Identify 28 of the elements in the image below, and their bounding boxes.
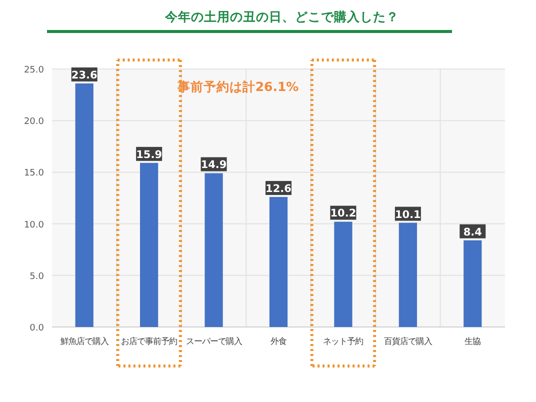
bar xyxy=(140,162,158,327)
x-tick-label: 百貨店で購入 xyxy=(384,336,432,346)
x-tick-label: お店で事前予約 xyxy=(121,336,178,346)
y-tick-label: 5.0 xyxy=(30,272,44,282)
data-label: 8.4 xyxy=(463,226,482,238)
data-label: 10.1 xyxy=(394,208,421,221)
data-label: 15.9 xyxy=(136,148,162,161)
data-label: 23.6 xyxy=(71,69,98,82)
bar xyxy=(464,240,482,327)
bar xyxy=(334,222,352,327)
bar xyxy=(269,196,288,327)
x-tick-label: ネット予約 xyxy=(323,336,364,346)
x-tick-label: 鮮魚店で購入 xyxy=(60,336,108,346)
chart-title: 今年の土用の丑の日、どこで購入した？ xyxy=(164,9,399,24)
data-label: 10.2 xyxy=(330,208,356,220)
data-label: 12.6 xyxy=(266,182,292,195)
y-tick-label: 0.0 xyxy=(30,324,44,334)
y-tick-label: 10.0 xyxy=(24,220,44,230)
x-tick-label: 外食 xyxy=(270,336,286,346)
bar xyxy=(204,173,223,327)
x-tick-label: 生協 xyxy=(464,336,481,346)
y-tick-label: 15.0 xyxy=(24,168,44,179)
x-tick-label: スーパーで購入 xyxy=(186,336,242,346)
bar xyxy=(398,222,417,327)
y-tick-label: 25.0 xyxy=(24,66,44,76)
bar xyxy=(75,83,94,327)
y-tick-label: 20.0 xyxy=(24,117,44,128)
data-label: 14.9 xyxy=(200,159,227,172)
